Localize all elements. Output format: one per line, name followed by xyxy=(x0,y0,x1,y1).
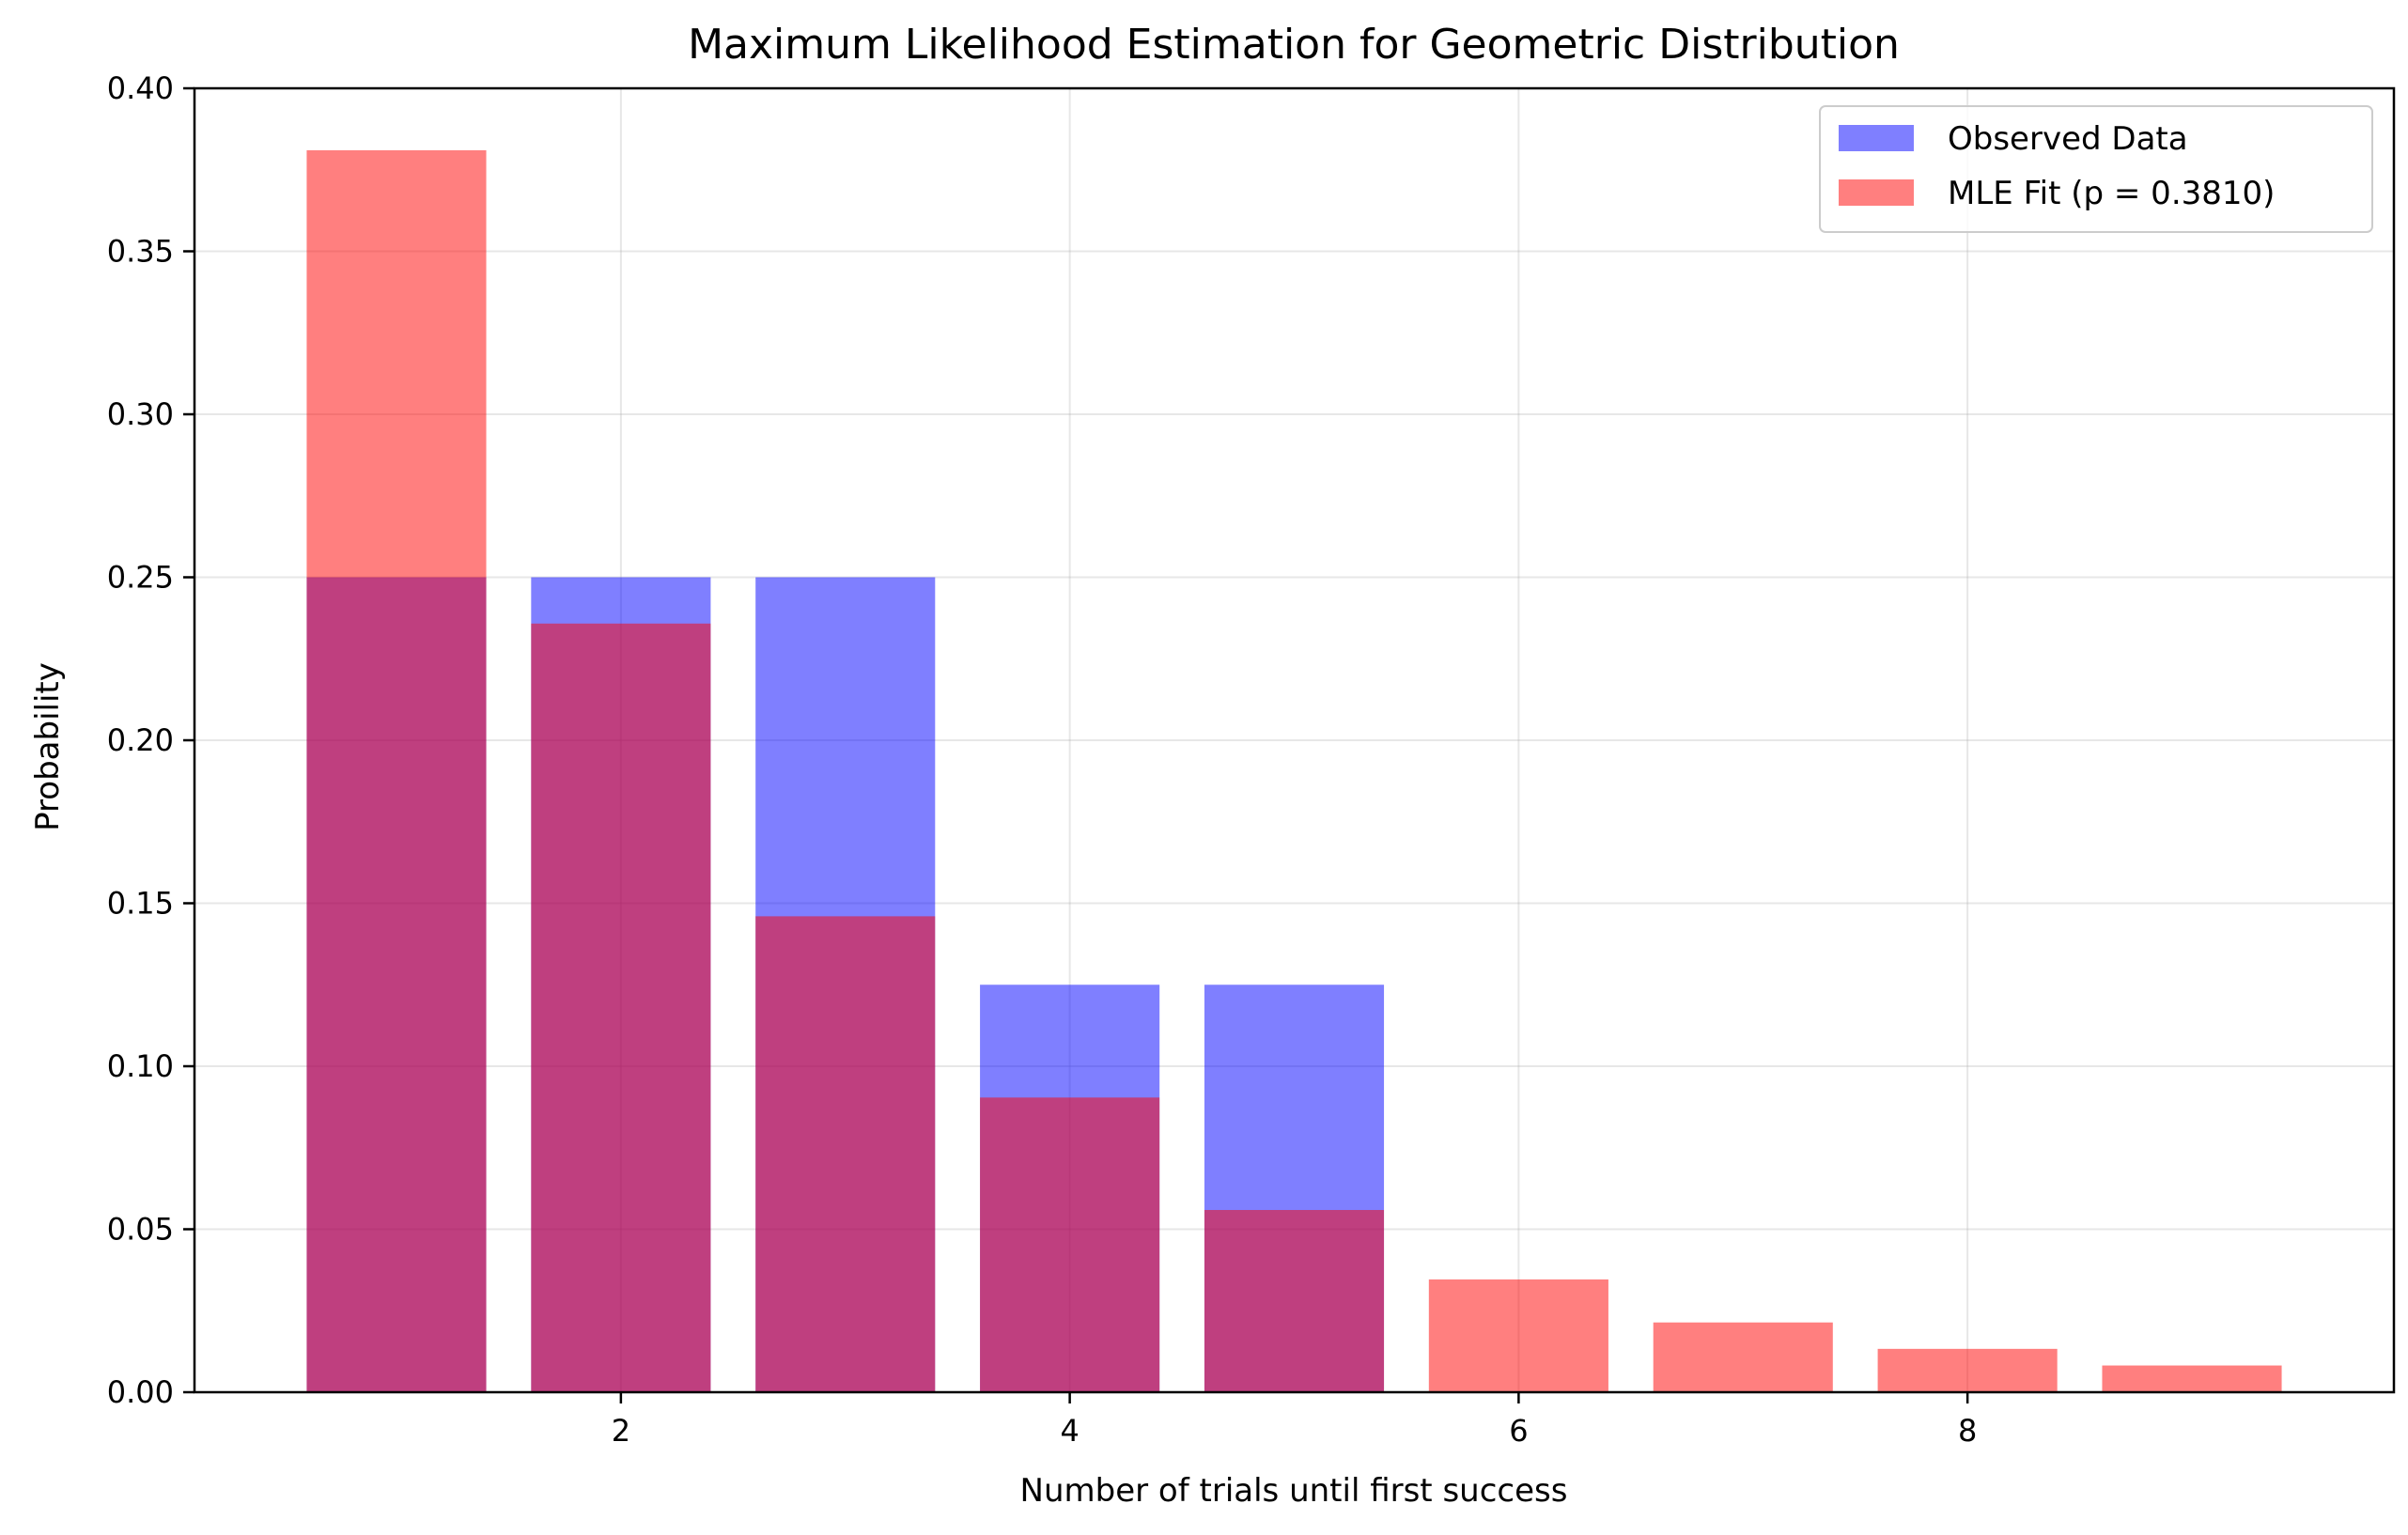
y-tick-label: 0.35 xyxy=(107,234,174,270)
y-tick-label: 0.10 xyxy=(107,1048,174,1084)
x-axis-label: Number of trials until first success xyxy=(1020,1472,1568,1510)
y-tick-label: 0.00 xyxy=(107,1374,174,1410)
y-tick-label: 0.25 xyxy=(107,560,174,596)
bar-mle-fit xyxy=(1653,1322,1833,1392)
bar-mle-fit xyxy=(2102,1365,2282,1392)
y-tick-label: 0.15 xyxy=(107,886,174,922)
y-tick-label: 0.40 xyxy=(107,70,174,106)
bar-mle-fit xyxy=(306,149,487,1393)
legend: Observed Data MLE Fit (p = 0.3810) xyxy=(1819,105,2373,233)
bar-mle-fit xyxy=(980,1097,1160,1392)
bar-mle-fit xyxy=(1428,1279,1608,1392)
x-tick-label: 8 xyxy=(1958,1413,1977,1449)
axis-layer: 2 4 6 8 0.00 0.05 0.10 0.15 0.20 0.25 0.30 0.35 0.40 xyxy=(107,70,2396,1449)
bar-mle-fit xyxy=(1204,1210,1385,1392)
bar-mle-fit xyxy=(531,623,711,1392)
bar-mle-fit xyxy=(755,916,936,1392)
y-tick-label: 0.30 xyxy=(107,396,174,432)
bar-mle-fit xyxy=(1877,1348,2058,1392)
x-tick-label: 2 xyxy=(612,1413,630,1449)
y-tick-label: 0.20 xyxy=(107,722,174,758)
legend-box xyxy=(1819,105,2373,233)
chart-title: Maximum Likelihood Estimation for Geomet… xyxy=(688,21,1900,69)
x-tick-label: 4 xyxy=(1060,1413,1079,1449)
legend-label: Observed Data xyxy=(1948,120,2188,158)
legend-label: MLE Fit (p = 0.3810) xyxy=(1948,175,2275,212)
bar-layer xyxy=(306,149,2282,1393)
y-axis-label: Probability xyxy=(29,662,67,831)
x-tick-label: 6 xyxy=(1509,1413,1528,1449)
legend-swatch xyxy=(1839,125,1914,151)
y-tick-label: 0.05 xyxy=(107,1212,174,1248)
legend-swatch xyxy=(1839,179,1914,206)
